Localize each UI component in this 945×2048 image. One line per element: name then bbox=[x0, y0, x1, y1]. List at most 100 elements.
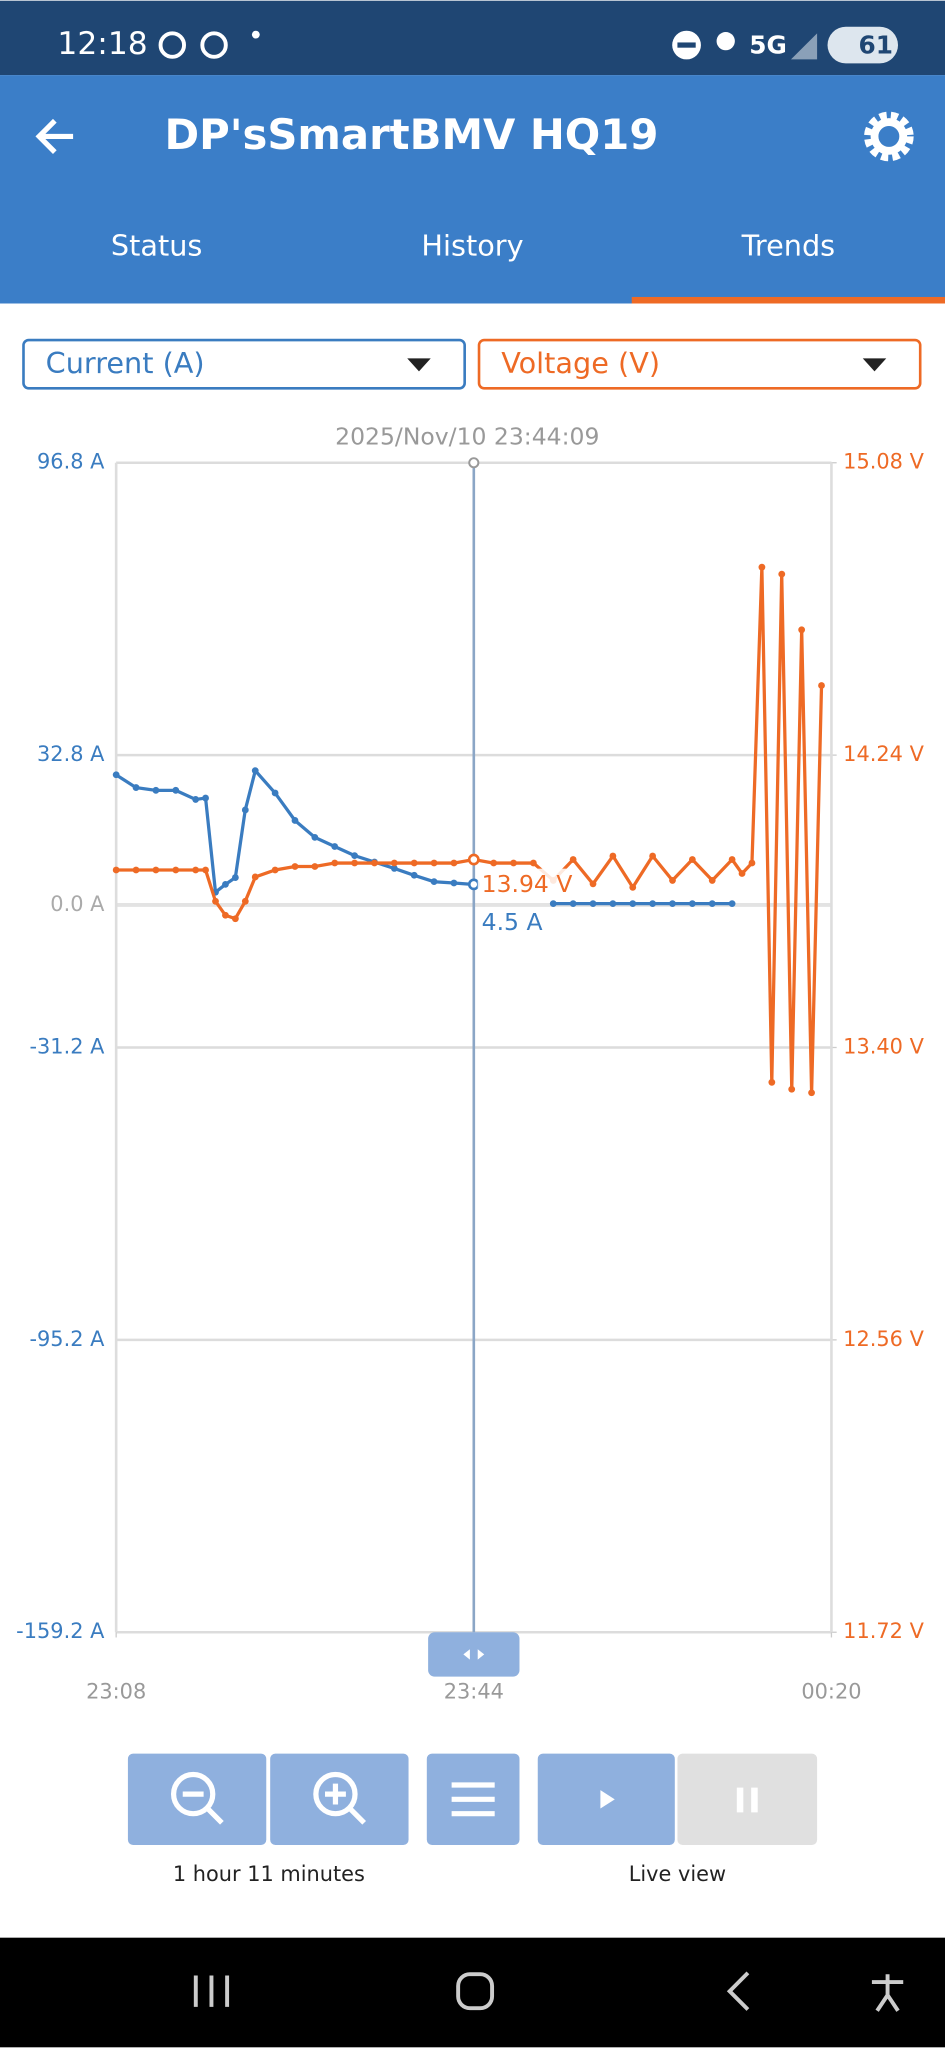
magnifier bbox=[170, 1771, 216, 1817]
magnifier bbox=[313, 1771, 358, 1817]
data-point bbox=[748, 859, 756, 867]
data-point bbox=[798, 626, 806, 634]
back-nav-button[interactable] bbox=[726, 1971, 750, 2011]
data-point bbox=[410, 859, 418, 867]
data-point bbox=[152, 786, 160, 794]
gear-ring bbox=[870, 118, 908, 155]
dropdown-box bbox=[477, 338, 922, 390]
data-point bbox=[728, 856, 736, 863]
data-point bbox=[788, 1085, 796, 1093]
data-point bbox=[450, 859, 458, 867]
data-point bbox=[430, 859, 438, 867]
data-point bbox=[808, 1089, 815, 1097]
data-point bbox=[569, 856, 577, 863]
pause-button[interactable] bbox=[677, 1753, 818, 1846]
data-point bbox=[351, 859, 358, 867]
play-button[interactable] bbox=[537, 1753, 675, 1846]
data-point bbox=[212, 897, 219, 905]
data-point bbox=[649, 900, 657, 907]
data-point bbox=[241, 806, 249, 814]
magnifier-plus bbox=[325, 1783, 367, 1825]
data-point bbox=[241, 897, 249, 905]
y-tick-label: -159.2 A bbox=[16, 1619, 105, 1643]
data-point bbox=[629, 883, 637, 891]
data-point bbox=[172, 866, 180, 874]
data-point bbox=[202, 794, 209, 802]
data-point bbox=[758, 563, 766, 571]
y2-tick-label: 13.40 V bbox=[843, 1034, 924, 1058]
battery-level: 61 bbox=[859, 30, 894, 59]
zoom-out-button[interactable] bbox=[127, 1753, 267, 1846]
data-point bbox=[371, 859, 378, 867]
cursor-handle[interactable] bbox=[428, 1632, 520, 1677]
back-button[interactable] bbox=[35, 118, 74, 154]
tab-indicator bbox=[631, 296, 945, 304]
data-point bbox=[390, 865, 398, 872]
app-title: DP'sSmartBMV HQ19 bbox=[164, 110, 658, 159]
series-line bbox=[116, 567, 824, 1093]
series-line bbox=[115, 767, 733, 906]
zoom-in-button[interactable] bbox=[270, 1753, 409, 1846]
dnd-bar bbox=[677, 42, 696, 48]
data-point bbox=[251, 767, 259, 775]
cursor-value-label: 4.5 A bbox=[482, 908, 543, 936]
left-dropdown[interactable]: Current (A) bbox=[22, 338, 466, 390]
data-point bbox=[589, 900, 597, 907]
data-point bbox=[112, 771, 120, 779]
data-point bbox=[172, 786, 180, 794]
menu-icon bbox=[451, 1782, 495, 1817]
data-point bbox=[132, 866, 140, 874]
data-point bbox=[192, 866, 200, 874]
y2-tick-label: 15.08 V bbox=[843, 450, 924, 474]
data-point bbox=[152, 866, 160, 874]
y2-tick-label: 14.24 V bbox=[843, 742, 924, 766]
data-point bbox=[222, 911, 229, 919]
cursor-time: 2025/Nov/10 23:44:09 bbox=[335, 422, 599, 450]
chart: 96.8 A 32.8 A 0.0 A -31.2 A -95.2 A -159.2 A 1… bbox=[16, 422, 924, 1703]
signal-icon bbox=[790, 33, 818, 60]
data-point bbox=[510, 859, 517, 867]
cursor-point bbox=[467, 853, 480, 866]
data-point bbox=[728, 900, 736, 907]
y-tick-label: -95.2 A bbox=[29, 1327, 105, 1351]
app-bar bbox=[0, 75, 945, 304]
data-point bbox=[132, 784, 140, 791]
y2-tick-label: 12.56 V bbox=[843, 1327, 924, 1351]
menu-button[interactable] bbox=[426, 1753, 520, 1846]
y2-tick-label: 11.72 V bbox=[843, 1619, 924, 1643]
data-point bbox=[549, 900, 557, 907]
tab[interactable]: Trends bbox=[741, 228, 836, 262]
data-point bbox=[291, 817, 299, 824]
x-tick-label: 00:20 bbox=[801, 1679, 861, 1703]
tab[interactable]: Status bbox=[111, 228, 202, 262]
nav-bar bbox=[0, 1937, 945, 2048]
gear bbox=[864, 111, 914, 162]
status-bar bbox=[0, 0, 945, 76]
data-point bbox=[708, 900, 716, 907]
y-tick-label: 0.0 A bbox=[50, 892, 105, 916]
settings-button[interactable] bbox=[864, 111, 914, 162]
data-point bbox=[331, 843, 339, 850]
x-tick-label: 23:08 bbox=[86, 1679, 146, 1703]
tab[interactable]: History bbox=[421, 228, 523, 262]
handle-arrows bbox=[463, 1649, 485, 1660]
data-point bbox=[669, 900, 676, 907]
data-point bbox=[818, 682, 825, 689]
x-tick-label: 23:44 bbox=[444, 1679, 504, 1703]
home-button[interactable] bbox=[456, 1972, 495, 2011]
network: 5G bbox=[749, 30, 787, 59]
dropdown-arrow bbox=[862, 358, 887, 372]
magnifier-minus bbox=[182, 1791, 224, 1825]
dropdown-label: Current (A) bbox=[46, 346, 205, 380]
cursor-top bbox=[468, 457, 480, 469]
recents-button[interactable] bbox=[193, 1975, 230, 2007]
play-icon bbox=[600, 1790, 615, 1809]
data-point bbox=[222, 881, 229, 888]
data-point bbox=[231, 915, 239, 923]
accessibility-button[interactable] bbox=[871, 1974, 904, 2012]
right-dropdown[interactable]: Voltage (V) bbox=[477, 338, 922, 390]
dropdown-box bbox=[22, 338, 466, 390]
dropdown-arrow bbox=[407, 358, 431, 372]
settings-icon bbox=[200, 31, 228, 59]
data-point bbox=[490, 859, 498, 867]
